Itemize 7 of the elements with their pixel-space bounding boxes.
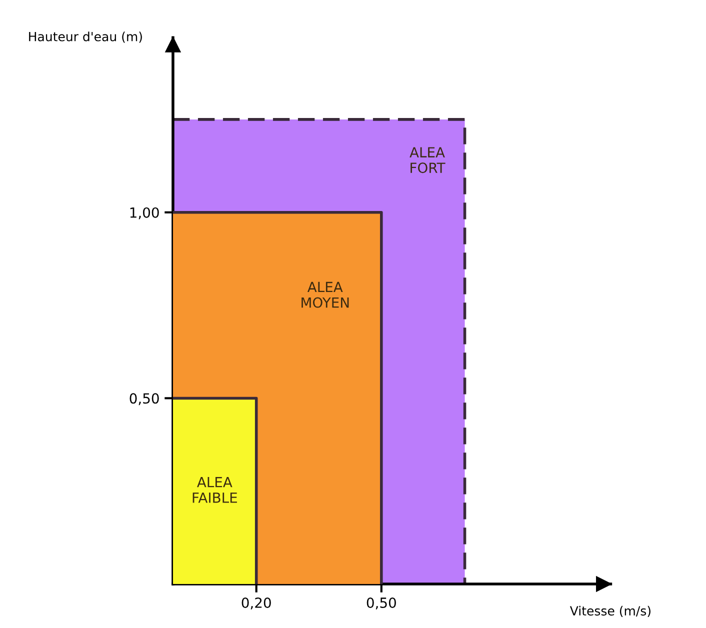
y-tick-label: 1,00 (130, 207, 159, 220)
y-axis-title: Hauteur d'eau (m) (29, 32, 142, 43)
x-tick-label: 0,20 (242, 597, 271, 610)
series-label: ALEA FORT (410, 147, 446, 174)
x-axis-title: Vitesse (m/s) (570, 606, 650, 618)
series-label: ALEA MOYEN (302, 282, 349, 308)
series-label: ALEA FAIBLE (192, 477, 237, 503)
